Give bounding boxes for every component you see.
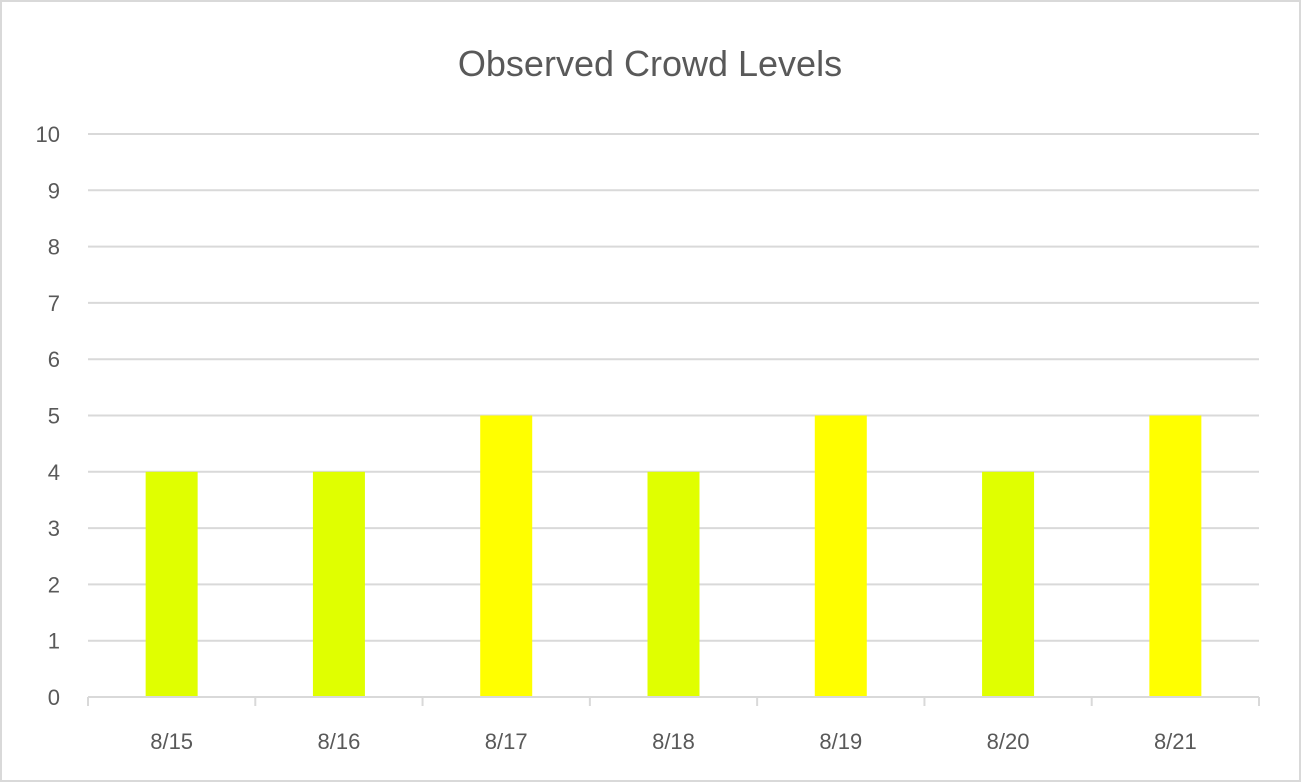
bar-8-20 [982,471,1035,697]
bar-8-19 [814,415,867,697]
y-tick-label: 5 [48,404,60,429]
bar-8-16 [312,471,365,697]
y-tick-label: 1 [48,629,60,654]
y-tick-label: 7 [48,291,60,316]
x-tick-label: 8/18 [652,729,695,754]
bar-8-21 [1149,415,1202,697]
x-tick-label: 8/20 [987,729,1030,754]
y-tick-label: 9 [48,178,60,203]
y-tick-label: 10 [36,122,60,147]
x-tick-label: 8/19 [819,729,862,754]
y-tick-label: 2 [48,572,60,597]
bar-8-15 [145,471,198,697]
y-tick-label: 8 [48,235,60,260]
y-tick-label: 0 [48,685,60,710]
bar-8-17 [480,415,533,697]
x-tick-label: 8/15 [150,729,193,754]
chart-title: Observed Crowd Levels [458,43,842,84]
y-tick-label: 6 [48,347,60,372]
bar-8-18 [647,471,700,697]
y-tick-label: 4 [48,460,60,485]
y-tick-label: 3 [48,516,60,541]
x-tick-label: 8/16 [318,729,361,754]
x-tick-label: 8/21 [1154,729,1197,754]
x-tick-label: 8/17 [485,729,528,754]
